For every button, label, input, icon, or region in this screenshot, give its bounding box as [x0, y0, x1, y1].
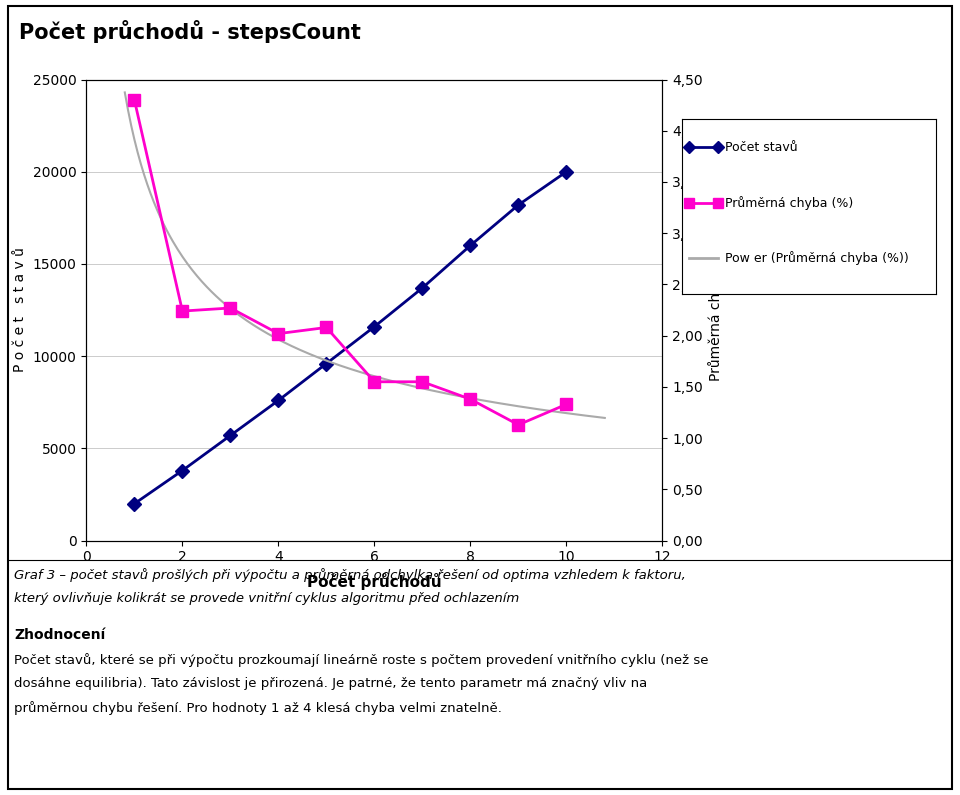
Text: Počet průchodů - stepsCount: Počet průchodů - stepsCount — [19, 20, 361, 43]
Text: Graf 3 – počet stavů prošlých při výpočtu a průměrná odchylka řešení od optima v: Graf 3 – počet stavů prošlých při výpočt… — [14, 568, 686, 583]
X-axis label: Počet průchodů: Počet průchodů — [307, 572, 442, 590]
Y-axis label: Průměrná chyba (%): Průměrná chyba (%) — [708, 238, 724, 382]
Text: Průměrná chyba (%): Průměrná chyba (%) — [725, 196, 853, 210]
Text: Počet stavů: Počet stavů — [725, 141, 798, 153]
Y-axis label: P o č e t   s t a v ů: P o č e t s t a v ů — [13, 247, 27, 373]
Text: dosáhne equilibria). Tato závislost je přirozená. Je patrné, že tento parametr m: dosáhne equilibria). Tato závislost je p… — [14, 677, 648, 690]
Text: Zhodnocení: Zhodnocení — [14, 628, 106, 642]
Text: průměrnou chybu řešení. Pro hodnoty 1 až 4 klesá chyba velmi znatelně.: průměrnou chybu řešení. Pro hodnoty 1 až… — [14, 701, 502, 716]
Text: který ovlivňuje kolikrát se provede vnitřní cyklus algoritmu před ochlazením: který ovlivňuje kolikrát se provede vnit… — [14, 592, 519, 605]
Text: Pow er (Průměrná chyba (%)): Pow er (Průměrná chyba (%)) — [725, 251, 908, 266]
Text: Počet stavů, které se při výpočtu prozkoumají lineárně roste s počtem provedení : Počet stavů, které se při výpočtu prozko… — [14, 653, 708, 668]
